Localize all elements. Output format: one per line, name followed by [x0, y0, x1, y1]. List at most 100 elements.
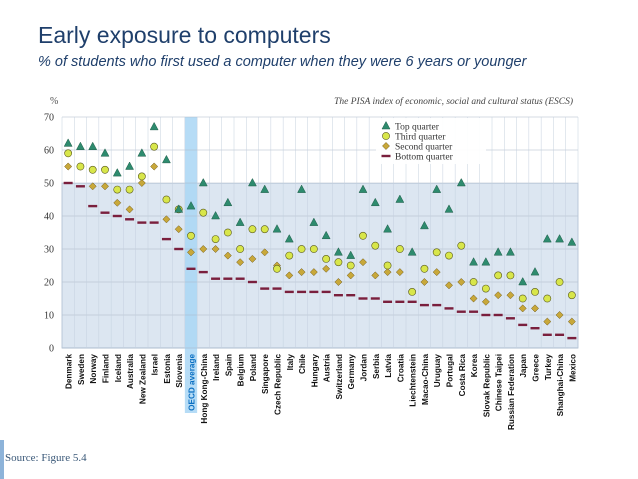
- top-quarter-marker: [211, 210, 220, 220]
- x-tick-label: Spain: [224, 354, 233, 376]
- legend-label: Bottom quarter: [395, 153, 454, 163]
- legend-marker: [382, 142, 390, 150]
- third-quarter-marker: [518, 294, 527, 303]
- top-quarter-marker: [542, 234, 552, 243]
- second-quarter-marker: [223, 251, 232, 260]
- x-tick-label: Switzerland: [335, 354, 344, 400]
- x-tick-label: Chinese Taipei: [495, 354, 504, 411]
- top-quarter-marker: [456, 177, 466, 187]
- third-quarter-marker: [199, 208, 208, 217]
- third-quarter-marker: [481, 284, 490, 293]
- top-quarter-marker: [297, 184, 306, 193]
- top-quarter-marker: [444, 204, 454, 213]
- x-tick-label: Macao-China: [421, 354, 430, 405]
- x-tick-label: Iceland: [114, 354, 123, 382]
- y-tick-label: 10: [44, 311, 54, 322]
- slide-title: Early exposure to computers: [38, 22, 331, 48]
- y-axis-ticks: 0 10 20 30 40 50 60 70: [44, 113, 54, 355]
- second-quarter-marker: [359, 258, 367, 267]
- x-tick-label: Norway: [89, 354, 98, 384]
- third-quarter-marker: [248, 225, 257, 234]
- source-note: Source: Figure 5.4: [5, 452, 87, 464]
- third-quarter-marker: [432, 248, 441, 257]
- second-quarter-marker: [555, 311, 564, 319]
- third-quarter-marker: [445, 251, 453, 260]
- x-tick-label: Hong Kong-China: [200, 354, 209, 424]
- third-quarter-marker: [137, 172, 146, 181]
- second-quarter-marker: [457, 278, 466, 286]
- top-quarter-marker: [112, 168, 122, 177]
- second-quarter-marker: [297, 268, 306, 277]
- top-quarter-marker: [248, 177, 257, 187]
- legend-label: Third quarter: [395, 133, 446, 143]
- third-quarter-marker: [211, 235, 220, 243]
- x-tick-label: Germany: [347, 354, 356, 390]
- second-quarter-marker: [150, 162, 159, 171]
- top-quarter-marker: [395, 194, 405, 203]
- third-quarter-marker: [285, 251, 294, 260]
- second-quarter-marker: [481, 297, 490, 306]
- third-quarter-marker: [506, 271, 515, 280]
- third-quarter-marker: [297, 245, 306, 253]
- second-quarter-marker: [420, 278, 429, 286]
- third-quarter-marker: [359, 231, 367, 240]
- y-tick-label: 40: [44, 212, 54, 223]
- legend-marker: [381, 120, 391, 130]
- third-quarter-marker: [236, 245, 245, 253]
- third-quarter-marker: [555, 278, 564, 286]
- second-quarter-marker: [125, 205, 134, 214]
- third-quarter-marker: [150, 142, 159, 151]
- third-quarter-marker: [395, 245, 404, 253]
- second-quarter-marker: [248, 254, 257, 263]
- second-quarter-marker: [432, 268, 441, 277]
- top-quarter-marker: [321, 230, 331, 240]
- third-quarter-marker: [187, 231, 195, 240]
- third-quarter-marker: [162, 195, 171, 204]
- second-quarter-marker: [395, 268, 404, 277]
- third-quarter-marker: [125, 185, 134, 194]
- x-tick-label: Japan: [519, 354, 528, 378]
- top-quarter-marker: [432, 184, 442, 193]
- top-quarter-marker: [198, 177, 208, 187]
- second-quarter-marker: [199, 245, 208, 253]
- third-quarter-marker: [420, 264, 429, 273]
- top-quarter-marker: [420, 220, 429, 230]
- top-quarter-marker: [235, 217, 245, 226]
- x-tick-label: Singapore: [261, 354, 270, 394]
- legend-box: [376, 118, 486, 164]
- second-quarter-marker: [260, 248, 269, 257]
- x-tick-label: Belgium: [237, 354, 246, 386]
- x-tick-label: Sweden: [77, 354, 86, 385]
- top-quarter-marker: [493, 247, 503, 256]
- top-quarter-marker: [506, 247, 515, 256]
- grid-lines: [61, 116, 579, 349]
- x-tick-label: New Zealand: [138, 354, 147, 404]
- third-quarter-marker: [371, 241, 380, 250]
- top-quarter-marker: [370, 197, 380, 207]
- x-tick-label: Shanghai-China: [556, 354, 565, 417]
- top-quarter-marker: [162, 154, 171, 164]
- second-quarter-marker: [567, 317, 576, 326]
- x-tick-label: Chile: [298, 354, 307, 374]
- third-quarter-marker: [76, 162, 85, 171]
- top-quarter-marker: [469, 257, 478, 266]
- third-quarter-marker: [469, 278, 478, 286]
- second-quarter-marker: [346, 271, 355, 280]
- top-quarter-marker: [260, 184, 270, 193]
- top-quarter-marker: [407, 247, 417, 256]
- second-quarter-marker: [174, 225, 183, 234]
- top-quarter-marker: [334, 247, 343, 256]
- second-quarter-marker: [137, 179, 146, 187]
- top-quarter-marker: [518, 276, 528, 286]
- third-quarter-marker: [334, 258, 343, 267]
- x-tick-label: Croatia: [396, 354, 405, 383]
- top-quarter-marker: [149, 121, 159, 131]
- second-quarter-marker: [371, 271, 380, 280]
- top-quarter-marker: [100, 148, 110, 157]
- second-quarter-marker: [309, 268, 318, 277]
- x-tick-label: Ireland: [212, 354, 221, 381]
- third-quarter-marker: [223, 228, 232, 237]
- top-quarter-marker: [272, 224, 282, 233]
- second-quarter-marker: [64, 162, 73, 171]
